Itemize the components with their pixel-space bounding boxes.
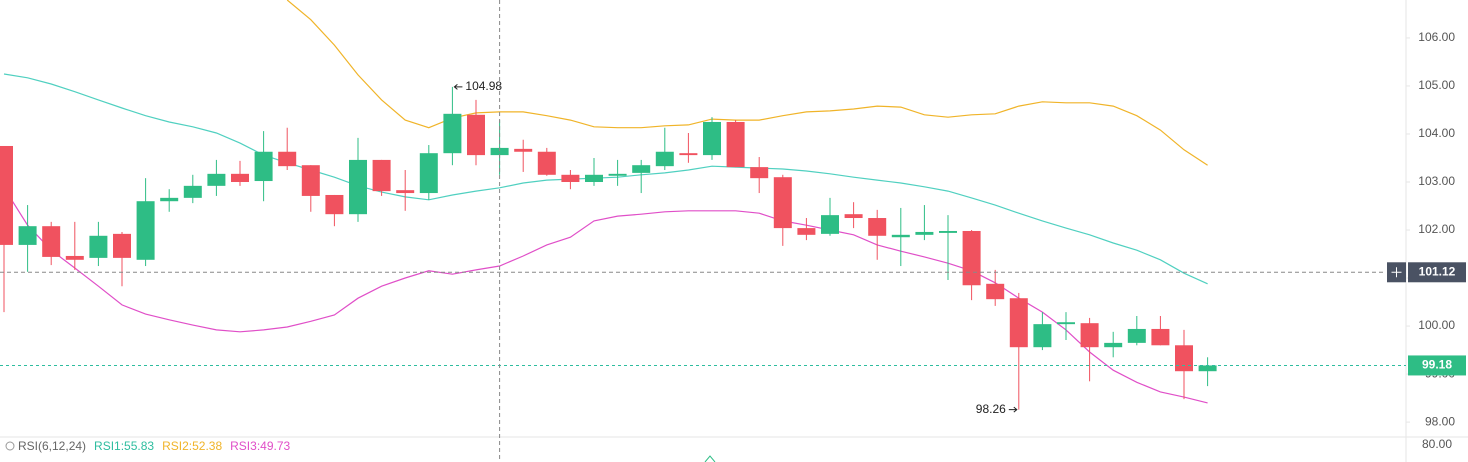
candle-body: [726, 121, 745, 168]
candle-body: [797, 228, 816, 235]
candle-body: [986, 283, 1005, 300]
band-line: [3, 73, 1208, 285]
rsi-tick-label: 80.00: [1422, 437, 1452, 451]
scroll-marker: [704, 455, 716, 462]
rsi-value: RSI2:52.38: [162, 439, 222, 453]
candle-body: [844, 214, 863, 219]
candle-body: [1127, 328, 1146, 343]
candle-body: [915, 231, 934, 235]
y-tick-label: 105.00: [1418, 78, 1455, 92]
candle-body: [1080, 323, 1099, 348]
high-label: 104.98: [465, 79, 502, 93]
candle-body: [891, 234, 910, 238]
candle-body: [962, 230, 981, 286]
band-line: [3, 187, 1208, 404]
candle-body: [679, 153, 698, 156]
band-line: [286, 0, 1208, 166]
candle-body: [207, 173, 226, 186]
candle-body: [325, 194, 344, 215]
candle-body: [1198, 365, 1217, 372]
candle-body: [160, 197, 179, 202]
candle-body: [608, 173, 627, 176]
last-price-label: 99.18: [1422, 358, 1452, 372]
candle-body: [1151, 328, 1170, 346]
candle-body: [1057, 322, 1075, 325]
candle-body: [18, 226, 37, 245]
candle-body: [585, 174, 603, 183]
candle-body: [750, 167, 769, 179]
candle-body: [136, 201, 155, 260]
candle-body: [467, 114, 485, 156]
candle-body: [42, 226, 61, 257]
rsi-label: RSI(6,12,24): [18, 439, 86, 453]
candle-body: [1175, 345, 1193, 372]
candle-body: [1009, 298, 1028, 348]
candle-body: [419, 153, 438, 194]
y-tick-label: 106.00: [1418, 30, 1455, 44]
candle-body: [703, 121, 721, 156]
candle-body: [490, 147, 509, 156]
rsi-value: RSI1:55.83: [94, 439, 154, 453]
candle-body: [821, 215, 839, 234]
candle-body: [0, 145, 13, 245]
candle-body: [231, 173, 249, 183]
rsi-legend: RSI(6,12,24) RSI1:55.83 RSI2:52.38 RSI3:49.…: [5, 437, 1452, 453]
candle-body: [254, 151, 273, 182]
y-tick-label: 104.00: [1418, 126, 1455, 140]
candle-body: [514, 148, 533, 152]
low-label: 98.26: [976, 402, 1006, 416]
candle-body: [89, 235, 108, 258]
last-price-box: [1408, 355, 1466, 376]
candle-body: [655, 151, 674, 167]
candle-body: [1104, 342, 1123, 348]
candle-body: [372, 159, 391, 192]
plot-area: [0, 0, 1217, 410]
y-tick-label: 98.00: [1425, 414, 1455, 428]
y-tick-label: 102.00: [1418, 222, 1455, 236]
rsi-value: RSI3:49.73: [230, 439, 290, 453]
candle-body: [183, 185, 202, 198]
candle-body: [632, 165, 651, 173]
high-arrow: [453, 84, 463, 90]
candle-body: [939, 230, 957, 233]
candle-body: [537, 151, 556, 175]
candle-body: [396, 190, 415, 194]
crosshair-price-box: [1408, 262, 1466, 283]
indicator-icon: [5, 441, 15, 451]
candle-body: [349, 159, 367, 215]
candle-body: [113, 233, 131, 258]
candle-body: [1033, 324, 1052, 348]
candle-body: [443, 113, 462, 154]
low-arrow: [1008, 406, 1018, 413]
candle-body: [868, 218, 887, 236]
crosshair-price-label: 101.12: [1419, 264, 1456, 278]
candle-body: [65, 255, 84, 260]
plus-icon: [1391, 267, 1402, 278]
y-tick-label: 103.00: [1418, 174, 1455, 188]
candle-body: [278, 151, 297, 167]
y-tick-label: 100.00: [1418, 318, 1455, 332]
candle-body: [561, 174, 580, 183]
candle-body: [301, 165, 320, 196]
candle-body: [773, 177, 792, 229]
